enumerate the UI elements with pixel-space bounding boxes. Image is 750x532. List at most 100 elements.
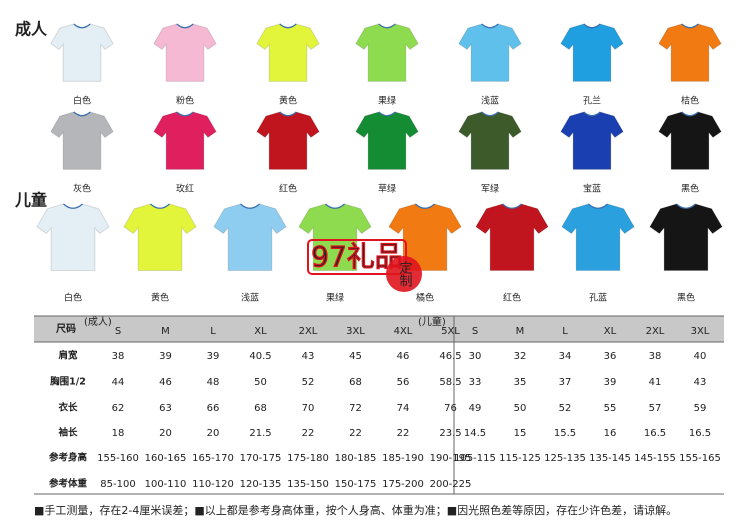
cell: 15 <box>514 428 527 439</box>
cell: 175-200 <box>382 479 424 490</box>
cell: 35 <box>514 377 527 388</box>
cell: 39 <box>159 351 172 362</box>
cell: 135-150 <box>287 479 329 490</box>
group-label: (成人) <box>84 316 112 328</box>
tshirt-collar <box>583 111 601 117</box>
cell: 105-115 <box>454 453 496 464</box>
cell: 40.5 <box>249 351 271 362</box>
cell: 37 <box>559 377 572 388</box>
size-header: S <box>472 326 478 337</box>
tshirt <box>458 111 522 170</box>
row-label: 衣长 <box>58 402 78 414</box>
cell: 55 <box>604 403 617 414</box>
cell: 36 <box>604 351 617 362</box>
tshirt <box>560 111 624 170</box>
watermark-brand: 97礼品 <box>311 240 403 273</box>
color-label: 橘色 <box>416 292 434 304</box>
cell: 23.5 <box>439 428 461 439</box>
cell: 185-190 <box>382 453 424 464</box>
tshirt-collar <box>481 23 499 29</box>
cell: 38 <box>649 351 662 362</box>
cell: 120-135 <box>240 479 282 490</box>
cell: 41 <box>649 377 662 388</box>
cell: 45 <box>349 351 362 362</box>
cell: 39 <box>604 377 617 388</box>
size-header: S <box>115 326 121 337</box>
cell: 22 <box>397 428 410 439</box>
tshirt-collar <box>176 111 194 117</box>
tshirt-collar <box>502 203 522 209</box>
cell: 43 <box>694 377 707 388</box>
row-label: 参考体重 <box>48 478 88 490</box>
cell: 76 <box>444 403 457 414</box>
cell: 32 <box>514 351 527 362</box>
cell: 18 <box>112 428 125 439</box>
table-corner: 尺码 <box>56 323 76 335</box>
size-header: XL <box>254 326 267 337</box>
color-label: 红色 <box>503 292 521 304</box>
note: ■手工测量，存在2-4厘米误差；■以上都是参考身高体重，按个人身高、体重为准；■… <box>34 503 677 517</box>
cell: 33 <box>469 377 482 388</box>
cell: 46 <box>397 351 410 362</box>
size-header: 5XL <box>441 326 460 337</box>
cell: 30 <box>469 351 482 362</box>
size-header: 2XL <box>299 326 318 337</box>
tshirt <box>50 23 114 82</box>
cell: 135-145 <box>589 453 631 464</box>
cell: 74 <box>397 403 410 414</box>
color-label: 孔蓝 <box>589 292 607 304</box>
watermark-badge <box>386 256 422 292</box>
tshirt-collar <box>481 111 499 117</box>
section-title: 儿童 <box>14 191 47 210</box>
cell: 39 <box>207 351 220 362</box>
cell: 62 <box>112 403 125 414</box>
section-title: 成人 <box>15 20 48 39</box>
cell: 68 <box>349 377 362 388</box>
cell: 170-175 <box>240 453 282 464</box>
size-header: L <box>562 326 568 337</box>
size-header: M <box>516 326 525 337</box>
color-label: 孔兰 <box>583 95 601 107</box>
tshirt-collar <box>415 203 435 209</box>
cell: 16.5 <box>689 428 711 439</box>
color-label: 玫红 <box>176 183 194 195</box>
tshirt-collar <box>583 23 601 29</box>
tshirt <box>561 203 635 271</box>
cell: 110-120 <box>192 479 234 490</box>
tshirt <box>649 203 723 271</box>
color-label: 黄色 <box>151 292 169 304</box>
color-label: 浅蓝 <box>241 292 259 304</box>
cell: 46.5 <box>439 351 461 362</box>
cell: 48 <box>207 377 220 388</box>
cell: 22 <box>302 428 315 439</box>
color-label: 白色 <box>64 292 82 304</box>
tshirt-collar <box>681 23 699 29</box>
cell: 50 <box>514 403 527 414</box>
tshirt <box>256 111 320 170</box>
cell: 190-195 <box>430 453 472 464</box>
tshirt-collar <box>176 23 194 29</box>
color-label: 黄色 <box>279 95 297 107</box>
color-label: 红色 <box>279 183 297 195</box>
cell: 155-160 <box>97 453 139 464</box>
tshirt <box>560 23 624 82</box>
cell: 21.5 <box>249 428 271 439</box>
size-header: XL <box>604 326 617 337</box>
cell: 49 <box>469 403 482 414</box>
color-label: 浅蓝 <box>481 95 499 107</box>
table-header-bg <box>34 316 724 342</box>
tshirt <box>36 203 110 271</box>
cell: 63 <box>159 403 172 414</box>
tshirt-collar <box>325 203 345 209</box>
color-label: 白色 <box>73 95 91 107</box>
color-label: 黑色 <box>681 183 699 195</box>
tshirt <box>355 111 419 170</box>
row-label: 袖长 <box>57 427 78 439</box>
cell: 56 <box>397 377 410 388</box>
tshirt-collar <box>150 203 170 209</box>
cell: 46 <box>159 377 172 388</box>
tshirt-collar <box>378 111 396 117</box>
tshirt-collar <box>681 111 699 117</box>
